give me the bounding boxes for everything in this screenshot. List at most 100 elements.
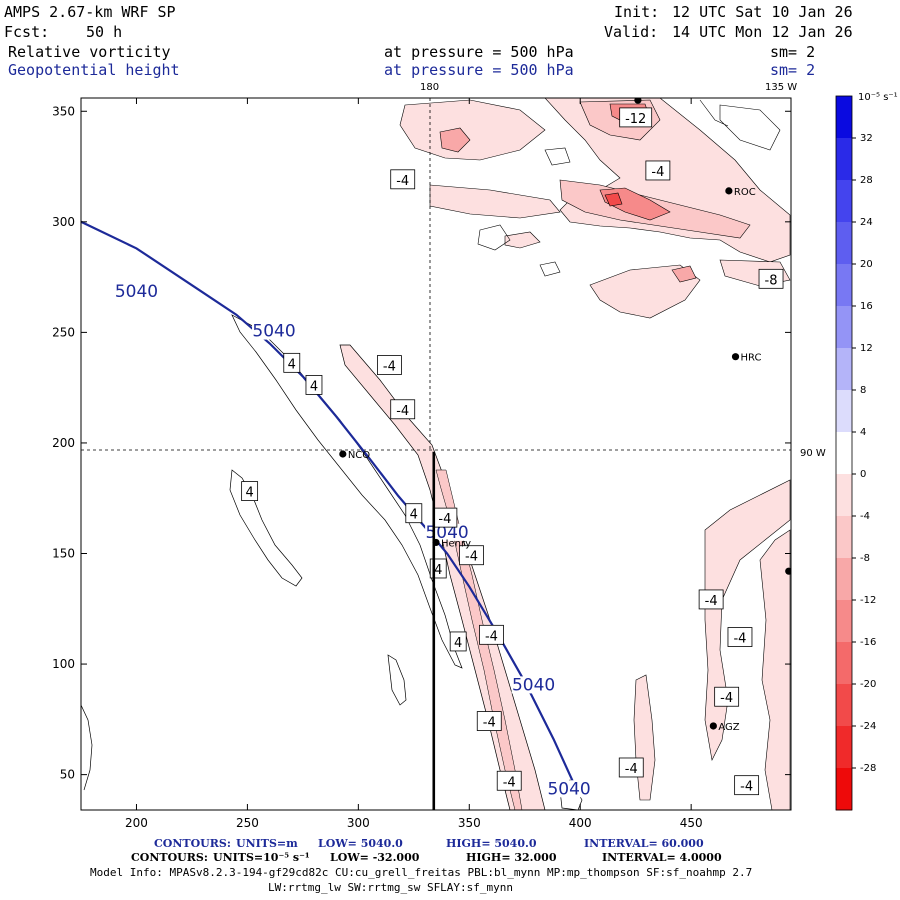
x-tick-label: 250 xyxy=(236,816,259,830)
footer-interval-2: INTERVAL= 4.0000 xyxy=(602,851,722,864)
footer-interval-1: INTERVAL= 60.000 xyxy=(584,837,704,850)
y-tick-label: 150 xyxy=(52,547,75,561)
station-dot-agz xyxy=(709,722,717,730)
footer-model-info-2: LW:rrtmg_lw SW:rrtmg_sw SFLAY:sf_mynn xyxy=(268,881,513,894)
colorbar-level-label: 8 xyxy=(860,385,866,396)
y-axis: 50 100 150 200 250 300 350 xyxy=(52,104,791,782)
contour-label-box xyxy=(619,107,653,128)
contour-label-box xyxy=(390,169,416,190)
contour-label: -4 xyxy=(383,360,396,375)
colorbar-level-label: -28 xyxy=(860,763,876,774)
contour-labels: 44-4-4-444 -4-444 -4-4-4-12-4-8-4-4-4-4-4 xyxy=(241,107,784,796)
model-title: AMPS 2.67-km WRF SP xyxy=(4,3,176,21)
footer-model-info: Model Info: MPASv8.2.3-194-gf29cd82c CU:… xyxy=(90,866,752,879)
field2-smooth: sm= 2 xyxy=(770,61,815,79)
field1-level: at pressure = 500 hPa xyxy=(384,43,574,61)
y-tick-label: 200 xyxy=(52,436,75,450)
colorbar-level-label: 20 xyxy=(860,259,873,270)
colorbar-swatch xyxy=(836,390,852,433)
x-tick-label: 450 xyxy=(680,816,703,830)
footer-units-2: UNITS=10⁻⁵ s⁻¹ xyxy=(213,851,310,864)
colorbar-frame xyxy=(835,95,853,811)
station-label: Henry xyxy=(441,538,471,549)
vorticity-fill-north-10 xyxy=(589,264,701,319)
meridian-label-90w: 90 W xyxy=(800,448,826,459)
vorticity-fill-north-7 xyxy=(399,99,546,161)
colorbar-level-label: 12 xyxy=(860,343,873,354)
contour-label: -4 xyxy=(396,404,409,419)
contour-label: -4 xyxy=(651,165,664,180)
x-tick-label: 350 xyxy=(458,816,481,830)
contour-label-box xyxy=(645,160,671,181)
contour-label: 4 xyxy=(310,379,318,394)
contour-label: -4 xyxy=(503,775,516,790)
footer-contours-1: CONTOURS: xyxy=(154,837,231,850)
colorbar-swatch xyxy=(836,222,852,265)
contour-label: 4 xyxy=(454,636,462,651)
meridian-label-180: 180 xyxy=(420,82,439,93)
colorbar-unit-label: 10⁻⁵ s⁻¹ xyxy=(858,92,898,103)
colorbar-level-label: 4 xyxy=(860,427,866,438)
contour-label-box xyxy=(727,627,753,647)
height-contours: 5040 5040 5040 5040 5040 xyxy=(81,220,592,799)
colorbar-swatch xyxy=(836,348,852,391)
x-tick-label: 200 xyxy=(125,816,148,830)
colorbar-swatch xyxy=(836,264,852,307)
field2-level: at pressure = 500 hPa xyxy=(384,61,574,79)
footer-units-1: UNITS=m xyxy=(236,837,298,850)
colorbar-swatch xyxy=(836,474,852,517)
contour-label-box xyxy=(390,399,416,420)
colorbar-level-label: 0 xyxy=(860,469,866,480)
contour-label: -4 xyxy=(733,632,746,647)
vorticity-outline-north-1 xyxy=(477,99,781,277)
contour-label: -4 xyxy=(483,716,496,731)
footer-high-2: HIGH= 32.000 xyxy=(466,851,557,864)
contour-label: -4 xyxy=(740,780,753,795)
footer-contours-2: CONTOURS: xyxy=(131,851,208,864)
contour-label: -4 xyxy=(465,550,478,565)
vorticity-fill-north-11 xyxy=(671,265,697,283)
colorbar-swatch xyxy=(836,306,852,349)
field1-name: Relative vorticity xyxy=(8,43,171,61)
contour-label: -4 xyxy=(720,691,733,706)
contour-label-box xyxy=(479,624,504,645)
x-tick-label: 400 xyxy=(569,816,592,830)
height-label-bg xyxy=(511,676,556,694)
contour-label: -4 xyxy=(705,594,718,609)
station-label: AGZ xyxy=(718,722,739,733)
colorbar-swatch xyxy=(836,600,852,643)
contour-label-box xyxy=(758,268,784,289)
contour-label: -8 xyxy=(765,273,778,288)
height-contour-5040 xyxy=(81,220,577,789)
y-tick-label: 50 xyxy=(60,768,75,782)
x-axis: 200 250 300 350 400 450 xyxy=(125,98,703,830)
contour-label: 4 xyxy=(245,486,253,501)
colorbar-level-label: -24 xyxy=(860,721,876,732)
colorbar: 10⁻⁵ s⁻¹ 32 28 24 20 16 12 8 4 0 -4 -8 -12 -16 -20 -24… xyxy=(835,92,898,811)
contour-label-box xyxy=(405,503,423,524)
colorbar-swatch xyxy=(836,768,852,811)
height-label: 5040 xyxy=(512,675,555,695)
vorticity-fill-north-6 xyxy=(604,192,623,207)
contour-label: -12 xyxy=(625,112,646,127)
height-label-bg xyxy=(114,282,159,300)
colorbar-swatch xyxy=(836,726,852,769)
forecast-label: Fcst: xyxy=(4,23,49,41)
field2-name: Geopotential height xyxy=(8,61,180,79)
colorbar-level-label: -20 xyxy=(860,679,876,690)
height-label-bg xyxy=(252,322,297,340)
height-label: 5040 xyxy=(425,523,468,543)
contour-label-box xyxy=(459,545,484,566)
station-dot-hrc xyxy=(731,353,740,361)
colorbar-level-label: 32 xyxy=(860,133,873,144)
colorbar-level-label: -8 xyxy=(860,553,870,564)
field1-smooth: sm= 2 xyxy=(770,43,815,61)
height-label-bg xyxy=(547,780,592,798)
colorbar-swatch xyxy=(836,432,852,475)
colorbar-level-label: 28 xyxy=(860,175,873,186)
plot-frame xyxy=(80,97,792,811)
valid-value: 14 UTC Mon 12 Jan 26 xyxy=(672,23,853,41)
footer-low-1: LOW= 5040.0 xyxy=(318,837,403,850)
contour-label-box xyxy=(618,757,644,778)
contour-label: 4 xyxy=(288,357,296,372)
